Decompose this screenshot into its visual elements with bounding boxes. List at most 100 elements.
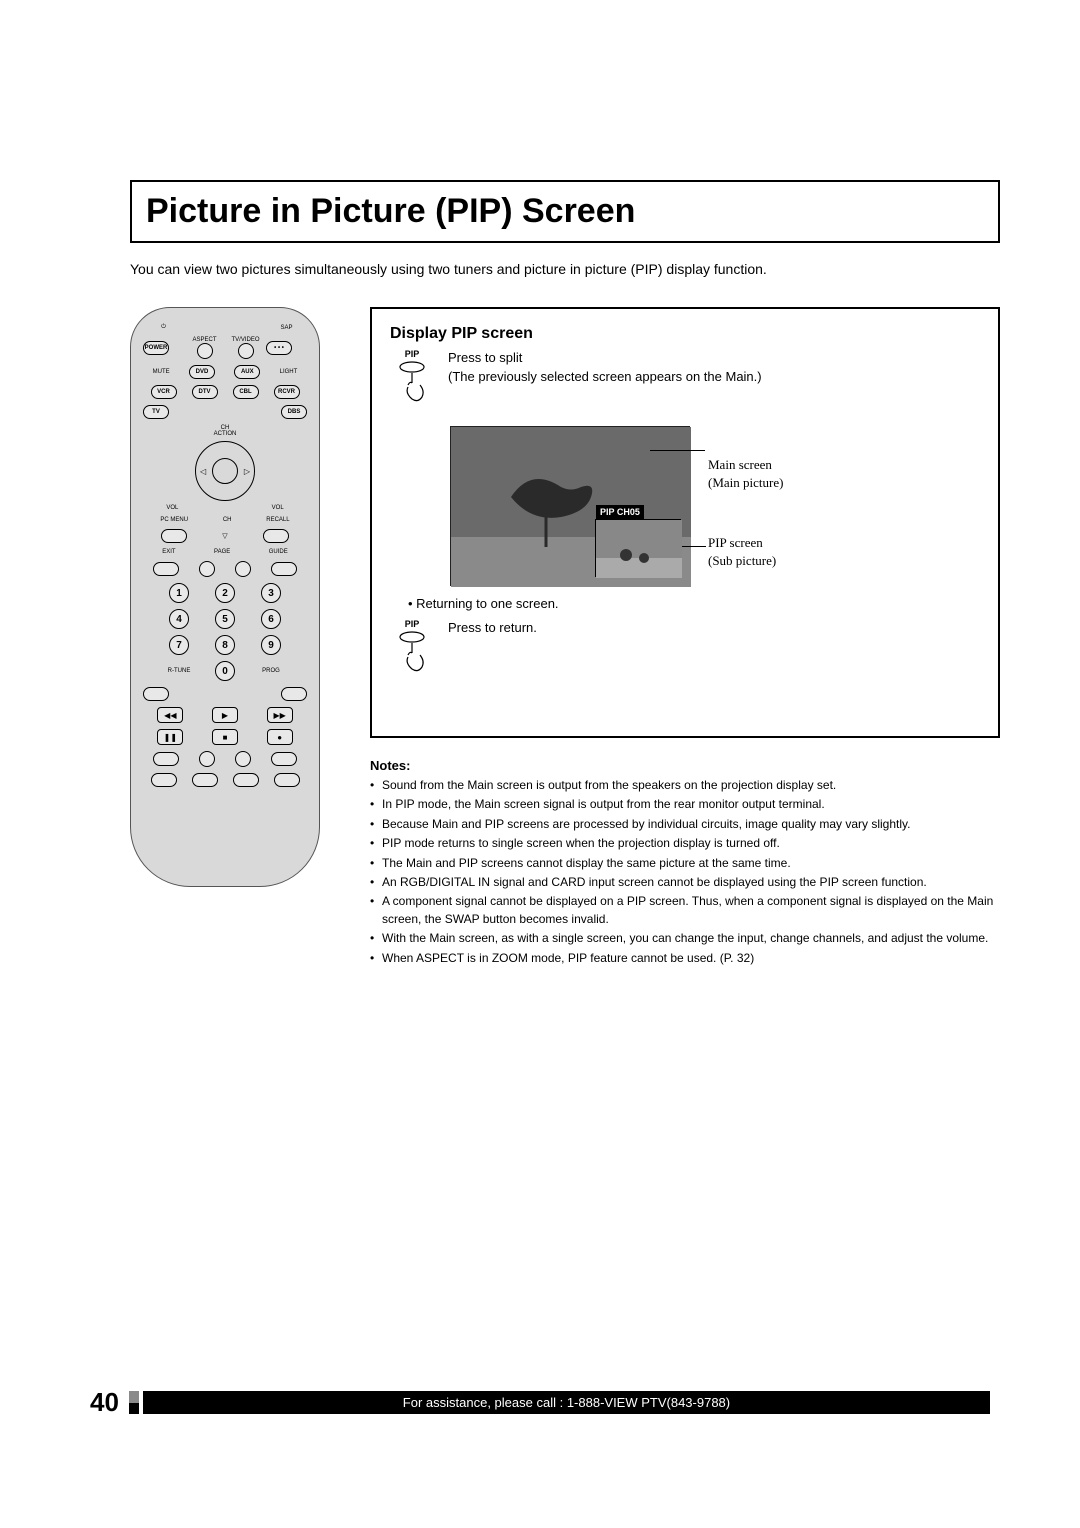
annotation-pip: PIP screen (Sub picture) <box>708 534 828 569</box>
content-column: Display PIP screen PIP Press to split (T… <box>370 307 1000 969</box>
page-down-button <box>199 561 215 577</box>
ok-button <box>212 458 238 484</box>
annotation-main: Main screen (Main picture) <box>708 456 828 491</box>
notes-section: Notes: Sound from the Main screen is out… <box>370 758 1000 967</box>
note-item: In PIP mode, the Main screen signal is o… <box>370 796 1000 813</box>
vol-down-icon: ◁ <box>200 467 206 476</box>
notes-list: Sound from the Main screen is output fro… <box>370 777 1000 967</box>
search-button <box>271 752 297 766</box>
ch-mid-label: CH <box>223 517 232 523</box>
sap-label: SAP <box>266 325 307 331</box>
num-2-button: 2 <box>215 583 235 603</box>
nav-ring: ◁ ▷ <box>195 441 255 501</box>
page-title-box: Picture in Picture (PIP) Screen <box>130 180 1000 243</box>
step-return: PIP Press to return. <box>390 619 980 682</box>
prog-button <box>281 687 307 701</box>
vol-l-label: VOL <box>166 505 178 511</box>
notes-title: Notes: <box>370 758 1000 773</box>
vol-up-icon: ▷ <box>244 467 250 476</box>
page-footer: 40 For assistance, please call : 1-888-V… <box>90 1387 990 1418</box>
step-split: PIP Press to split (The previously selec… <box>390 349 980 412</box>
num-8-button: 8 <box>215 635 235 655</box>
assistance-bar: For assistance, please call : 1-888-VIEW… <box>143 1391 990 1414</box>
dtv-button: DTV <box>192 385 218 399</box>
page-up-button <box>235 561 251 577</box>
returning-text: Returning to one screen. <box>416 596 558 611</box>
dbs-button: DBS <box>281 405 307 419</box>
pip-press-icon: PIP <box>390 349 434 412</box>
pause-button: ❚❚ <box>157 729 183 745</box>
annotation-line-pip <box>682 546 706 547</box>
ff-button: ▶▶ <box>267 707 293 723</box>
rec-button: ● <box>267 729 293 745</box>
step1-line1: Press to split <box>448 349 762 368</box>
remote-control: ⏻ SAP POWER ASPECT TV/VIDEO • • • MUTE D… <box>130 307 320 887</box>
pip-subscreen: PIP CH05 <box>595 519 681 577</box>
note-item: Sound from the Main screen is output fro… <box>370 777 1000 794</box>
split-button <box>192 773 218 787</box>
tv-illustration: CH03 PIP CH05 <box>450 426 780 586</box>
sub-picture-icon <box>596 520 682 578</box>
note-item: When ASPECT is in ZOOM mode, PIP feature… <box>370 950 1000 967</box>
pipch-down-button <box>199 751 215 767</box>
freeze-button <box>153 752 179 766</box>
guide-button <box>271 562 297 576</box>
num-5-button: 5 <box>215 609 235 629</box>
step1-line2: (The previously selected screen appears … <box>448 368 762 387</box>
remote-column: ⏻ SAP POWER ASPECT TV/VIDEO • • • MUTE D… <box>130 307 340 969</box>
note-item: PIP mode returns to single screen when t… <box>370 835 1000 852</box>
pip-icon-label-2: PIP <box>390 619 434 629</box>
hand-press-icon-2 <box>392 629 432 677</box>
returning-bullet: • Returning to one screen. <box>408 596 980 611</box>
rtune-label: R-TUNE <box>164 668 194 674</box>
display-pip-box: Display PIP screen PIP Press to split (T… <box>370 307 1000 738</box>
recall-button <box>263 529 289 543</box>
pipch-up-button <box>235 751 251 767</box>
pcmenu-button <box>161 529 187 543</box>
page-number: 40 <box>90 1387 119 1418</box>
num-1-button: 1 <box>169 583 189 603</box>
pip-button <box>151 773 177 787</box>
play-button: ▶ <box>212 707 238 723</box>
guide-label: GUIDE <box>269 549 288 555</box>
note-item: Because Main and PIP screens are process… <box>370 816 1000 833</box>
note-item: An RGB/DIGITAL IN signal and CARD input … <box>370 874 1000 891</box>
ann-pip-1: PIP screen <box>708 534 828 552</box>
ann-main-1: Main screen <box>708 456 828 474</box>
sap-button: • • • <box>266 341 292 355</box>
swap-button <box>274 773 300 787</box>
pcmenu-label: PC MENU <box>160 517 188 523</box>
intro-text: You can view two pictures simultaneously… <box>130 261 1000 277</box>
stop-button: ■ <box>212 729 238 745</box>
page-title: Picture in Picture (PIP) Screen <box>146 192 984 231</box>
ann-main-2: (Main picture) <box>708 474 828 492</box>
power-button: POWER <box>143 341 169 355</box>
display-pip-heading: Display PIP screen <box>390 325 980 343</box>
tv-button: TV <box>143 405 169 419</box>
aspect-label: ASPECT <box>184 337 225 343</box>
page-label: PAGE <box>214 549 230 555</box>
recall-label: RECALL <box>266 517 289 523</box>
light-label: LIGHT <box>280 369 298 375</box>
num-4-button: 4 <box>169 609 189 629</box>
tvvideo-button <box>238 343 254 359</box>
ann-pip-2: (Sub picture) <box>708 552 828 570</box>
vol-r-label: VOL <box>272 505 284 511</box>
exit-button <box>153 562 179 576</box>
num-7-button: 7 <box>169 635 189 655</box>
cbl-button: CBL <box>233 385 259 399</box>
dvd-button: DVD <box>189 365 215 379</box>
action-label: ACTION <box>143 431 307 437</box>
note-item: With the Main screen, as with a single s… <box>370 930 1000 947</box>
rcvr-button: RCVR <box>274 385 300 399</box>
note-item: A component signal cannot be displayed o… <box>370 893 1000 928</box>
aux-button: AUX <box>234 365 260 379</box>
aspect-button <box>197 343 213 359</box>
num-9-button: 9 <box>261 635 281 655</box>
annotation-line-main <box>650 450 705 451</box>
prog-label: PROG <box>256 668 286 674</box>
pip-return-icon: PIP <box>390 619 434 682</box>
rtune-button <box>143 687 169 701</box>
move-button <box>233 773 259 787</box>
num-3-button: 3 <box>261 583 281 603</box>
